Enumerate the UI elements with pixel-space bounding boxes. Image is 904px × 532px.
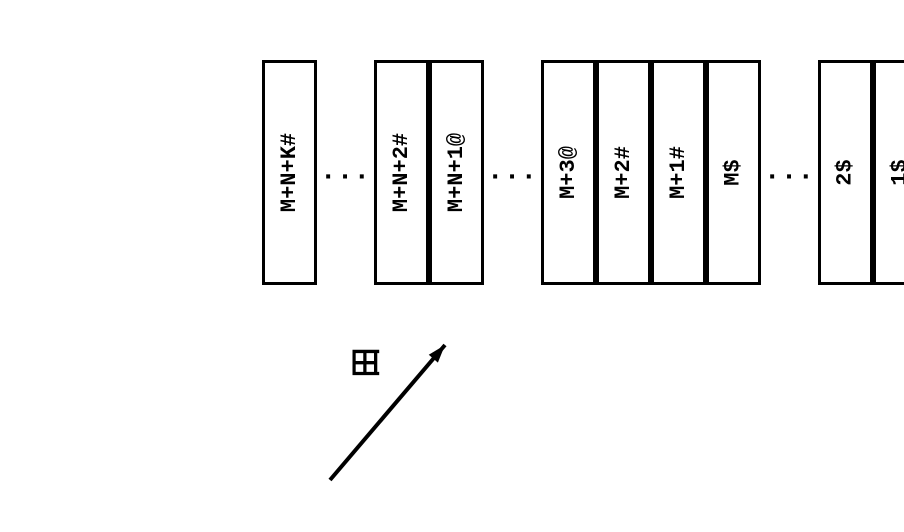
pointer-char: 田 bbox=[342, 348, 387, 378]
diagram-stage: M+N+K#M+N+2#M+N+1@M+3@M+2#M+1#M$2$1$....… bbox=[0, 0, 904, 532]
pointer-arrow bbox=[0, 0, 904, 532]
